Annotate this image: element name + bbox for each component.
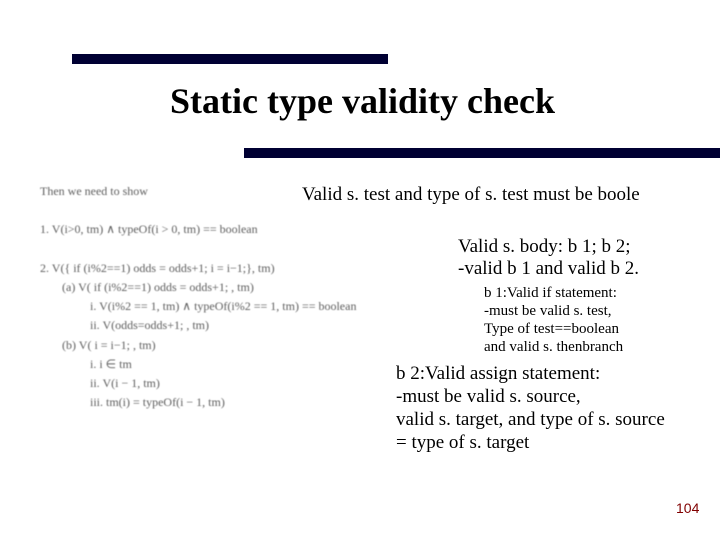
math-line: (b) V( i = i−1; , tm) — [40, 336, 356, 355]
math-line: i. V(i%2 == 1, tm) ∧ typeOf(i%2 == 1, tm… — [40, 297, 356, 316]
annotation-valid-body: Valid s. body: b 1; b 2;-valid b 1 and v… — [458, 236, 639, 280]
annotation-line: Type of test==boolean — [484, 320, 623, 338]
annotation-line: -must be valid s. source, — [396, 385, 665, 408]
annotation-line: and valid s. thenbranch — [484, 338, 623, 356]
annotation-valid-test: Valid s. test and type of s. test must b… — [302, 184, 640, 206]
math-line: (a) V( if (i%2==1) odds = odds+1; , tm) — [40, 278, 356, 297]
slide-title: Static type validity check — [170, 80, 555, 122]
annotation-line: b 1:Valid if statement: — [484, 284, 623, 302]
annotation-line: = type of s. target — [396, 431, 665, 454]
math-line: 2. V({ if (i%2==1) odds = odds+1; i = i−… — [40, 259, 356, 278]
annotation-line: -valid b 1 and valid b 2. — [458, 258, 639, 280]
page-number: 104 — [676, 500, 699, 516]
rule-top — [72, 54, 388, 64]
rule-bottom — [244, 148, 720, 158]
annotation-line: -must be valid s. test, — [484, 302, 623, 320]
math-line: iii. tm(i) = typeOf(i − 1, tm) — [40, 393, 356, 412]
math-line: i. i ∈ tm — [40, 355, 356, 374]
math-line: ii. V(odds=odds+1; , tm) — [40, 316, 356, 335]
annotation-b1-if-statement: b 1:Valid if statement:-must be valid s.… — [484, 284, 623, 356]
annotation-line: Valid s. body: b 1; b 2; — [458, 236, 639, 258]
math-line — [40, 240, 356, 259]
annotation-line: valid s. target, and type of s. source — [396, 408, 665, 431]
math-line: ii. V(i − 1, tm) — [40, 374, 356, 393]
annotation-b2-assign-statement: b 2:Valid assign statement: -must be val… — [396, 362, 665, 454]
annotation-line: b 2:Valid assign statement: — [396, 362, 665, 385]
math-proof-image: Then we need to show 1. V(i>0, tm) ∧ typ… — [40, 182, 356, 412]
math-line: 1. V(i>0, tm) ∧ typeOf(i > 0, tm) == boo… — [40, 220, 356, 239]
